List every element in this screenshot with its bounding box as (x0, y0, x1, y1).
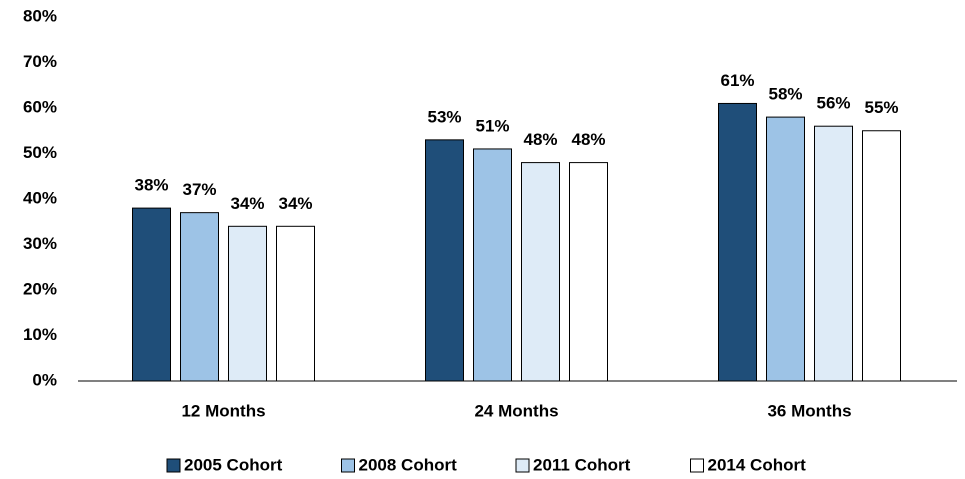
y-tick-label: 60% (23, 97, 57, 116)
legend-swatch (341, 458, 355, 473)
bar (132, 207, 171, 382)
bar (862, 130, 901, 382)
bar (228, 225, 267, 382)
x-tick-label: 36 Months (767, 401, 851, 420)
y-tick-label: 30% (23, 234, 57, 253)
bar (180, 212, 219, 382)
value-label: 61% (720, 71, 754, 90)
bar (766, 116, 805, 382)
value-label: 55% (864, 98, 898, 117)
legend-swatch (166, 458, 181, 473)
bar (276, 225, 315, 382)
value-label: 34% (278, 194, 312, 213)
y-tick-label: 70% (23, 52, 57, 71)
value-label: 51% (475, 116, 509, 135)
y-tick-label: 10% (23, 325, 57, 344)
x-tick-label: 24 Months (474, 401, 558, 420)
value-label: 48% (571, 130, 605, 149)
bar (473, 148, 512, 382)
value-label: 56% (816, 94, 850, 113)
value-label: 48% (523, 130, 557, 149)
bar (521, 162, 560, 382)
y-tick-label: 50% (23, 143, 57, 162)
legend-label: 2011 Cohort (533, 455, 631, 474)
legend-label: 2008 Cohort (359, 455, 458, 474)
bar (425, 139, 464, 382)
value-label: 37% (182, 180, 216, 199)
y-tick-label: 0% (32, 370, 57, 389)
legend-label: 2014 Cohort (708, 455, 807, 474)
y-tick-label: 40% (23, 188, 57, 207)
legend-swatch (515, 458, 530, 473)
bar (569, 162, 608, 382)
bar (718, 102, 757, 382)
value-label: 58% (768, 85, 802, 104)
value-label: 38% (134, 176, 168, 195)
y-tick-label: 80% (23, 6, 57, 25)
value-label: 34% (230, 194, 264, 213)
x-tick-label: 12 Months (181, 401, 265, 420)
legend-swatch (690, 458, 704, 473)
bar (814, 125, 853, 382)
value-label: 53% (427, 107, 461, 126)
legend-label: 2005 Cohort (184, 455, 283, 474)
y-tick-label: 20% (23, 279, 57, 298)
